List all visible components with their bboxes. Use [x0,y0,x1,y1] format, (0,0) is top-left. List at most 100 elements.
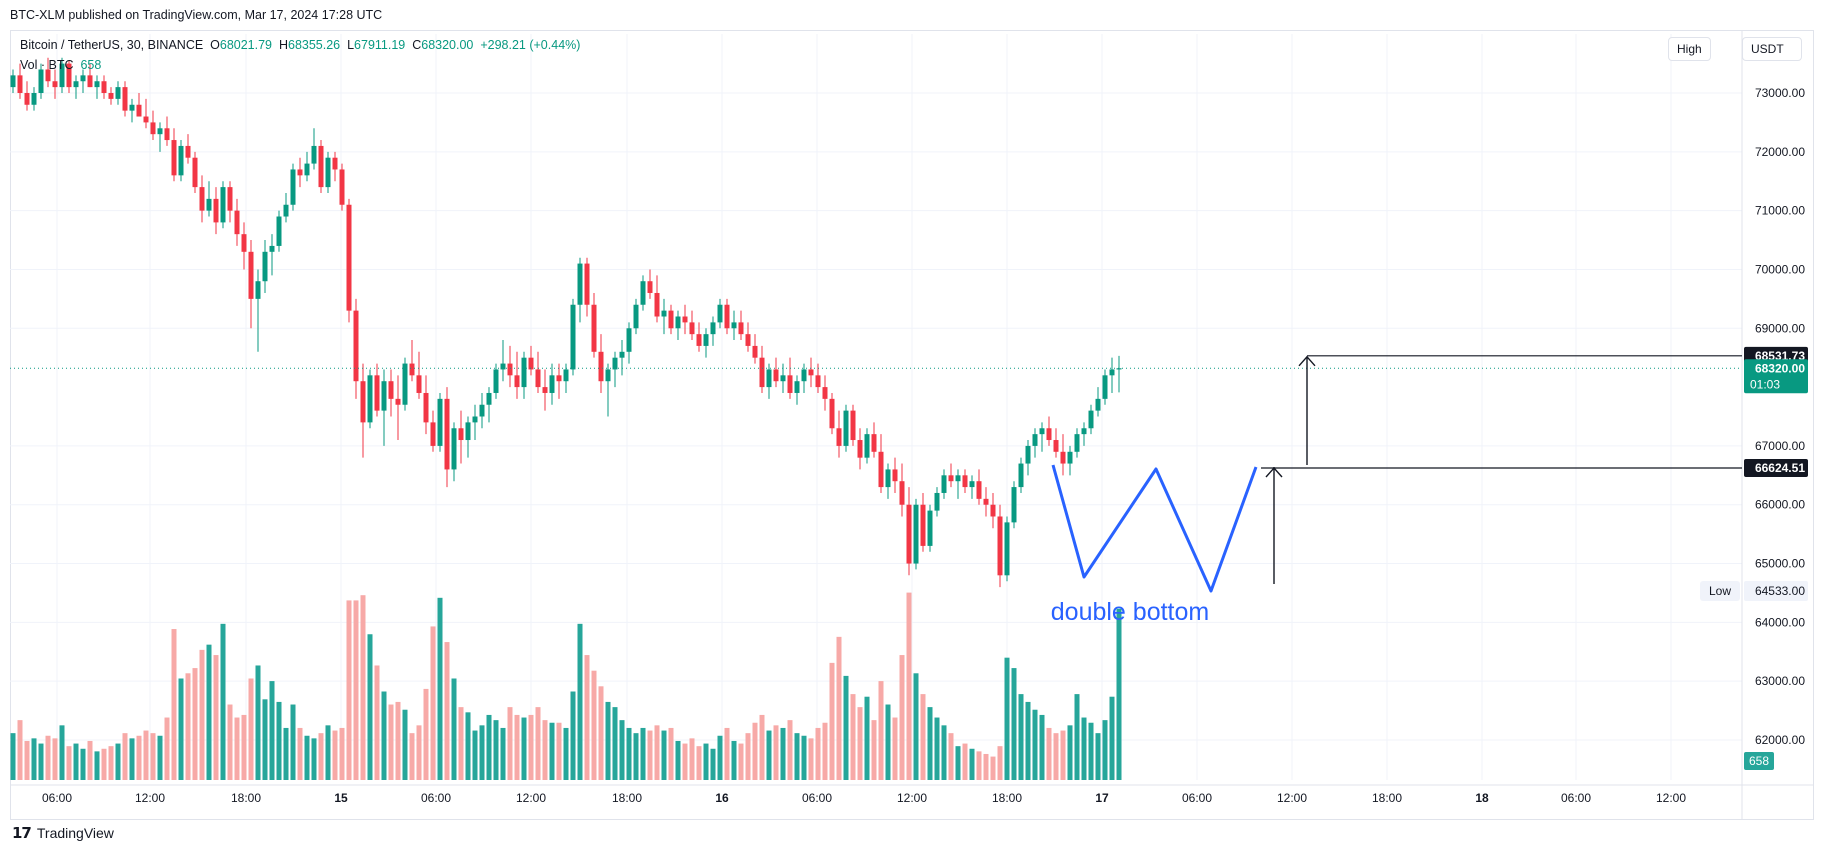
candle-body[interactable] [325,157,331,188]
candle-body[interactable] [409,363,415,376]
candle-body[interactable] [773,369,779,382]
candle-body[interactable] [1018,463,1024,488]
candle-body[interactable] [500,363,506,370]
candle-body[interactable] [661,310,667,317]
candle-body[interactable] [521,357,527,388]
candle-body[interactable] [682,316,688,323]
candle-body[interactable] [738,322,744,335]
candle-body[interactable] [689,322,695,335]
tradingview-brand[interactable]: 𝟭𝟳 TradingView [12,824,114,842]
candle-body[interactable] [598,351,604,382]
candle-body[interactable] [857,440,863,458]
candle-body[interactable] [941,475,947,493]
candle-body[interactable] [381,381,387,411]
candle-body[interactable] [38,69,44,93]
candle-body[interactable] [430,422,436,446]
candle-body[interactable] [297,169,303,176]
candle-body[interactable] [290,169,296,205]
candle-body[interactable] [437,398,443,446]
candle-body[interactable] [969,481,975,488]
candle-body[interactable] [549,375,555,393]
candle-body[interactable] [619,351,625,358]
candle-body[interactable] [759,357,765,388]
candle-body[interactable] [801,369,807,382]
candle-body[interactable] [388,381,394,399]
candle-body[interactable] [696,334,702,346]
double-bottom-line[interactable] [1051,464,1258,593]
candle-body[interactable] [843,410,849,446]
candle-body[interactable] [367,375,373,423]
candle-body[interactable] [24,93,30,105]
candle-body[interactable] [591,304,597,352]
candle-body[interactable] [745,334,751,346]
candle-body[interactable] [269,245,275,252]
candle-body[interactable] [528,357,534,370]
candle-body[interactable] [850,410,856,441]
candle-body[interactable] [934,492,940,511]
candle-body[interactable] [962,475,968,488]
candle-body[interactable] [983,498,989,505]
candle-body[interactable] [395,398,401,405]
candle-body[interactable] [1053,440,1059,452]
candle-body[interactable] [213,198,219,223]
candle-body[interactable] [115,87,121,99]
candle-body[interactable] [794,381,800,393]
candle-body[interactable] [45,69,51,82]
candle-body[interactable] [59,63,65,88]
candle-body[interactable] [1025,445,1031,464]
candle-body[interactable] [192,157,198,188]
candle-body[interactable] [1095,398,1101,411]
candle-body[interactable] [906,504,912,564]
symbol-name[interactable]: Bitcoin / TetherUS, 30, BINANCE [20,38,204,52]
candle-body[interactable] [976,481,982,499]
candle-body[interactable] [1074,434,1080,452]
candle-body[interactable] [318,145,324,188]
candle-body[interactable] [227,187,233,211]
candle-body[interactable] [283,204,289,217]
candle-body[interactable] [1046,428,1052,441]
candle-body[interactable] [563,369,569,382]
candle-body[interactable] [864,434,870,458]
candle-body[interactable] [80,75,86,82]
candle-body[interactable] [724,304,730,329]
candle-body[interactable] [10,75,16,88]
candle-body[interactable] [542,387,548,393]
candle-body[interactable] [605,369,611,382]
candle-body[interactable] [1004,522,1010,576]
candle-body[interactable] [731,322,737,329]
candle-body[interactable] [535,369,541,388]
candle-body[interactable] [339,169,345,205]
volume-label[interactable]: Vol · BTC [20,58,74,72]
candle-body[interactable] [241,234,247,252]
candle-body[interactable] [360,381,366,423]
candle-body[interactable] [374,375,380,411]
candle-body[interactable] [514,375,520,388]
candle-body[interactable] [1109,369,1115,376]
candle-body[interactable] [171,140,177,176]
candle-body[interactable] [262,251,268,282]
candle-body[interactable] [1067,451,1073,464]
candle-body[interactable] [654,292,660,317]
candle-body[interactable] [990,504,996,517]
candle-body[interactable] [87,75,93,88]
candle-body[interactable] [122,87,128,111]
candle-body[interactable] [472,416,478,423]
candle-body[interactable] [416,375,422,393]
candle-body[interactable] [822,387,828,399]
candle-body[interactable] [808,369,814,376]
candle-body[interactable] [234,210,240,235]
candle-body[interactable] [1011,487,1017,523]
candle-body[interactable] [913,504,919,564]
candle-body[interactable] [668,310,674,329]
candle-body[interactable] [458,428,464,441]
candle-body[interactable] [353,310,359,382]
candle-body[interactable] [73,81,79,88]
candle-body[interactable] [556,375,562,382]
candle-body[interactable] [1102,375,1108,399]
candle-body[interactable] [17,75,23,93]
candle-body[interactable] [640,281,646,305]
candle-body[interactable] [878,451,884,488]
candle-body[interactable] [206,198,212,211]
candle-body[interactable] [570,304,576,370]
